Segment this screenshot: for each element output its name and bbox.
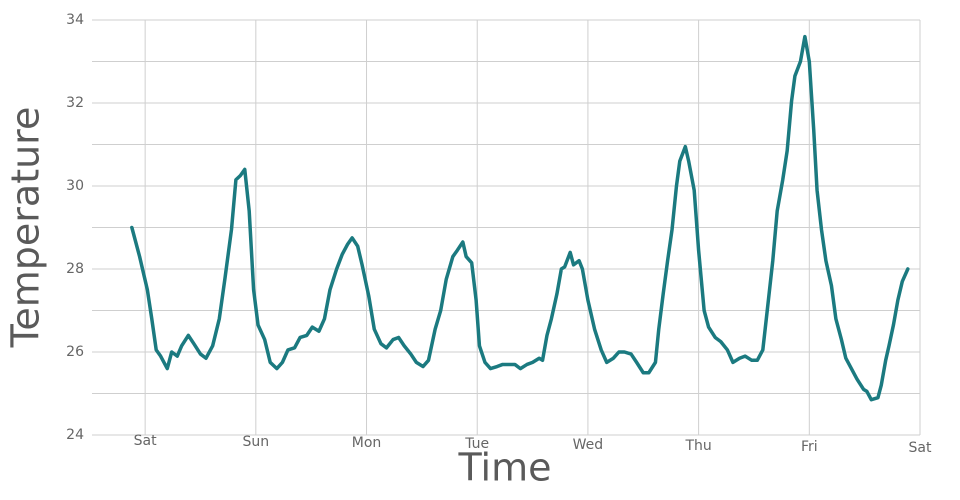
x-tick-label: Sun [243, 434, 270, 450]
y-axis-title: Temperature [4, 107, 48, 349]
x-tick-label: Sat [909, 440, 932, 456]
y-tick-label: 30 [66, 178, 84, 194]
y-tick-label: 26 [66, 344, 84, 360]
x-axis-title: Time [458, 446, 552, 490]
x-tick-label: Fri [801, 439, 818, 455]
x-tick-label: Mon [352, 435, 382, 451]
y-tick-label: 32 [66, 95, 84, 111]
x-tick-label: Sat [134, 433, 157, 449]
y-tick-label: 28 [66, 261, 84, 277]
x-tick-label: Thu [684, 438, 711, 454]
x-tick-label: Wed [573, 437, 604, 453]
x-tick-label: Tue [464, 436, 489, 452]
y-tick-label: 34 [66, 12, 84, 28]
y-tick-label: 24 [66, 427, 84, 443]
line-series [130, 34, 910, 402]
